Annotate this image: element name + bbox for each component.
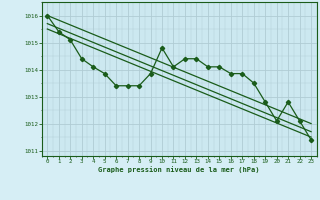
X-axis label: Graphe pression niveau de la mer (hPa): Graphe pression niveau de la mer (hPa) — [99, 167, 260, 173]
